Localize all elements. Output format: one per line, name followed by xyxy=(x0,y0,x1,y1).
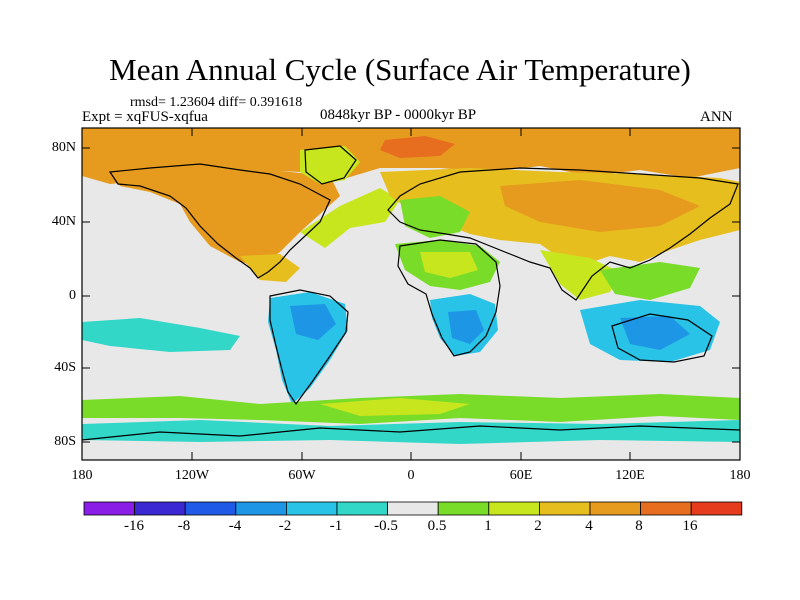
map-field xyxy=(82,128,740,460)
rmsd-diff-stats: rmsd= 1.23604 diff= 0.391618 xyxy=(130,95,303,110)
coast-south-america xyxy=(269,289,349,406)
south-asia-warming xyxy=(540,250,620,300)
lon-label-120w: 120W xyxy=(174,468,210,483)
coast-australia xyxy=(611,313,713,363)
colorbar-label: -8 xyxy=(177,518,191,534)
antarctic-coast-cooling xyxy=(82,420,740,444)
colorbar-label: -16 xyxy=(124,518,144,534)
season-label: ANN xyxy=(700,109,733,125)
colorbar-label: -0.5 xyxy=(374,518,398,534)
colorbar-swatch xyxy=(539,501,591,516)
colorbar-swatch xyxy=(235,501,287,516)
lon-label-180-left: 180 xyxy=(71,468,93,483)
arctic-max-warming xyxy=(380,136,455,158)
colorbar-swatch xyxy=(336,501,388,516)
amazon-cooling xyxy=(290,304,336,340)
lat-label-80n: 80N xyxy=(51,140,76,155)
sahara-warming xyxy=(420,252,478,278)
southern-ocean-warm-core xyxy=(320,398,470,416)
colorbar-label: 8 xyxy=(635,518,643,534)
europe-warming xyxy=(400,196,470,238)
colorbar-swatch xyxy=(690,501,743,516)
experiment-label: Expt = xqFUS-xqfua xyxy=(82,109,208,125)
greenland-warming xyxy=(300,146,360,184)
colorbar-swatch xyxy=(134,501,186,516)
colorbar-label: 2 xyxy=(534,518,542,534)
colorbar-swatch xyxy=(83,501,135,516)
colorbar-swatch xyxy=(437,501,490,516)
axis-ticks xyxy=(82,128,740,460)
colorbar-label: -1 xyxy=(329,518,343,534)
period-label: 0848kyr BP - 0000kyr BP xyxy=(320,107,477,123)
lon-label-180-right: 180 xyxy=(729,468,751,483)
colorbar-label: 0.5 xyxy=(427,518,447,534)
gulf-region xyxy=(240,254,300,282)
colorbar-swatch xyxy=(488,501,540,516)
lon-label-60e: 60E xyxy=(509,468,533,483)
australia-core-cooling xyxy=(620,316,690,350)
colorbar-label: -4 xyxy=(228,518,242,534)
lat-label-equator: 0 xyxy=(69,288,76,303)
lat-label-40n: 40N xyxy=(51,214,76,229)
lon-label-60w: 60W xyxy=(288,468,316,483)
colorbar-label: 4 xyxy=(585,518,593,534)
north-america-warming xyxy=(110,160,340,266)
southern-africa-core-cooling xyxy=(448,310,484,344)
colorbar-swatch xyxy=(387,501,439,516)
coast-antarctica xyxy=(81,425,741,441)
colorbar-swatch xyxy=(640,501,692,516)
coastlines xyxy=(81,145,741,441)
coast-eurasia xyxy=(387,167,739,301)
lon-label-0: 0 xyxy=(407,468,415,483)
colorbar-label: -2 xyxy=(278,518,292,534)
colorbar-swatch xyxy=(285,501,338,516)
lat-label-80s: 80S xyxy=(54,434,76,449)
lat-label-40s: 40S xyxy=(54,360,76,375)
north-atlantic-warm xyxy=(300,188,400,248)
colorbar-swatch xyxy=(589,501,641,516)
lon-label-120e: 120E xyxy=(615,468,645,483)
coast-africa xyxy=(397,239,501,357)
coast-greenland xyxy=(304,145,357,185)
siberia-strong-warming xyxy=(500,180,700,232)
southeast-asia-warming xyxy=(600,262,700,300)
colorbar-label: 1 xyxy=(484,518,492,534)
chart-title: Mean Annual Cycle (Surface Air Temperatu… xyxy=(109,52,691,87)
coast-north-america xyxy=(108,163,331,279)
colorbar-label: 16 xyxy=(682,518,698,534)
colorbar-swatch xyxy=(184,501,237,516)
colorbar xyxy=(83,501,743,516)
tropical-pacific-cooling xyxy=(82,318,240,352)
